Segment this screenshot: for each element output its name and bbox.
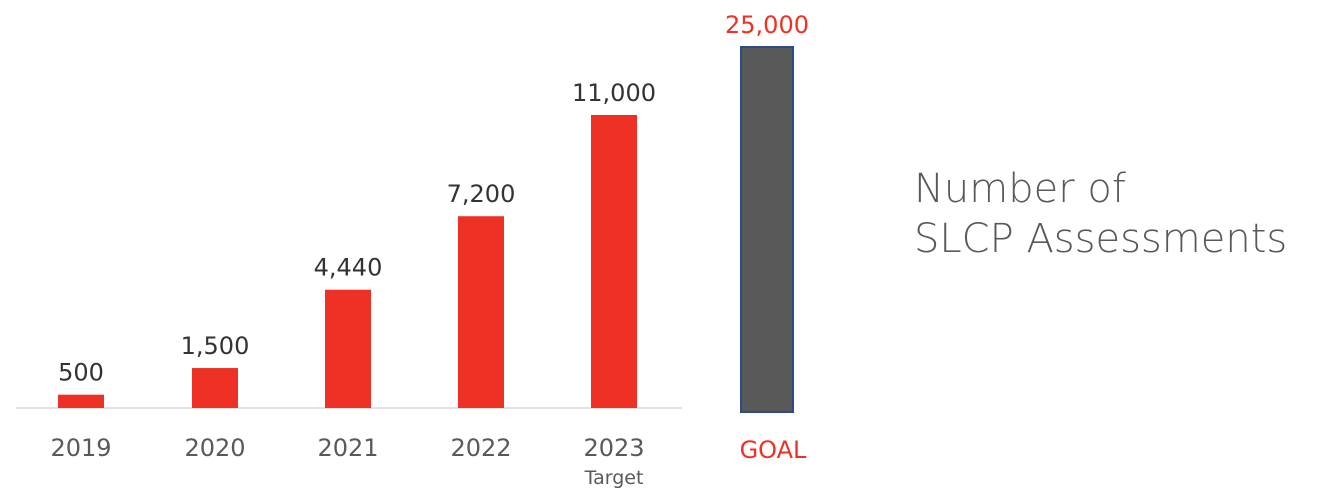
chart-title: Number of SLCP Assessments	[914, 164, 1314, 264]
goal-value-label: 25,000	[725, 11, 809, 39]
bar-2021	[325, 289, 371, 408]
tick-label-2020: 2020	[184, 434, 245, 462]
data-label-2023: 11,000	[572, 79, 656, 107]
data-label-2022: 7,200	[447, 180, 516, 208]
data-label-2020: 1,500	[181, 332, 250, 360]
bar-2019	[58, 394, 104, 408]
tick-label-2021: 2021	[317, 434, 378, 462]
data-label-2019: 500	[58, 359, 104, 387]
goal-bar	[740, 46, 794, 413]
chart-title-line-2: SLCP Assessments	[914, 216, 1288, 262]
goal-label: GOAL	[740, 436, 807, 464]
tick-label-2023: 2023	[583, 434, 644, 462]
chart-title-line-1: Number of	[914, 166, 1126, 212]
bar-2022	[458, 216, 504, 408]
bar-2023	[591, 115, 637, 408]
tick-label-2022: 2022	[450, 434, 511, 462]
data-label-2021: 4,440	[314, 254, 383, 282]
bar-2020	[192, 368, 238, 408]
tick-label-2019: 2019	[50, 434, 111, 462]
tick-sublabel-2023: Target	[584, 467, 644, 489]
